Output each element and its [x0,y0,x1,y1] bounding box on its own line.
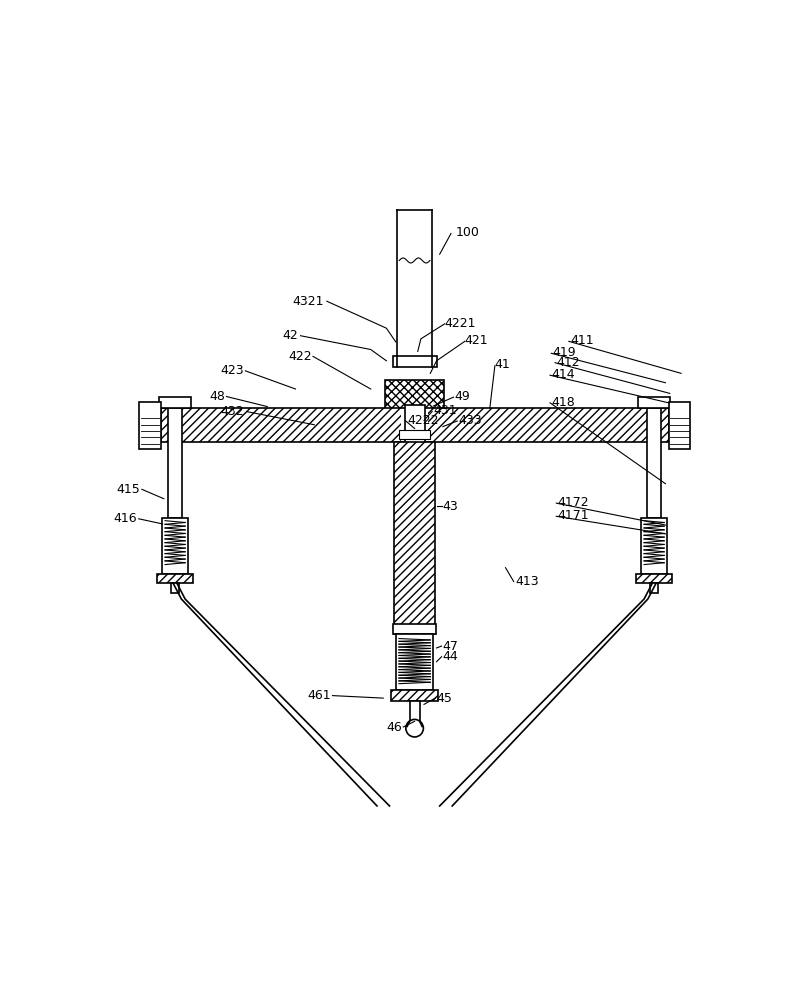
Text: 432: 432 [220,405,244,418]
Bar [409,701,420,721]
Text: 48: 48 [210,390,225,403]
Text: 4222: 4222 [407,414,438,427]
Text: 4172: 4172 [557,496,589,509]
Bar [668,402,690,449]
Bar [159,397,192,408]
Text: 433: 433 [459,414,482,427]
Text: 43: 43 [443,500,459,513]
Text: 431: 431 [434,404,457,417]
Bar [394,442,435,634]
Text: 421: 421 [464,334,489,347]
Text: 412: 412 [557,356,580,369]
Text: 419: 419 [553,346,576,359]
Text: 4221: 4221 [445,317,477,330]
Text: 422: 422 [288,350,311,363]
Text: 42: 42 [283,329,299,342]
Text: 4321: 4321 [292,295,324,308]
Bar [636,574,672,583]
Text: 416: 416 [113,512,137,525]
Text: 413: 413 [515,575,539,588]
Text: 418: 418 [551,396,575,409]
Text: 45: 45 [437,692,452,705]
Bar [441,413,469,437]
Bar [393,624,436,634]
Bar [172,583,179,593]
Bar [157,574,193,583]
Text: 41: 41 [495,358,510,371]
Bar [357,413,388,437]
Text: 44: 44 [443,650,459,663]
Bar [404,405,425,445]
Bar [650,583,658,593]
Bar [138,402,161,449]
Bar [162,518,188,574]
Bar [401,409,428,441]
Bar [385,380,444,414]
Text: 100: 100 [455,226,479,239]
Bar [647,408,661,518]
Circle shape [406,719,423,737]
Bar [637,397,671,408]
Bar [168,408,182,518]
Text: 461: 461 [307,689,331,702]
Text: 415: 415 [116,483,140,496]
Bar [399,430,430,439]
Text: 49: 49 [455,390,471,403]
Bar [396,634,433,690]
Text: 414: 414 [551,368,575,381]
Bar [641,518,667,574]
Bar [391,690,438,701]
Bar [161,408,668,442]
Bar [392,356,437,367]
Text: 411: 411 [570,334,594,347]
Text: 423: 423 [220,364,244,377]
Text: 46: 46 [387,721,402,734]
Text: 47: 47 [443,640,459,653]
Text: 4171: 4171 [557,509,589,522]
